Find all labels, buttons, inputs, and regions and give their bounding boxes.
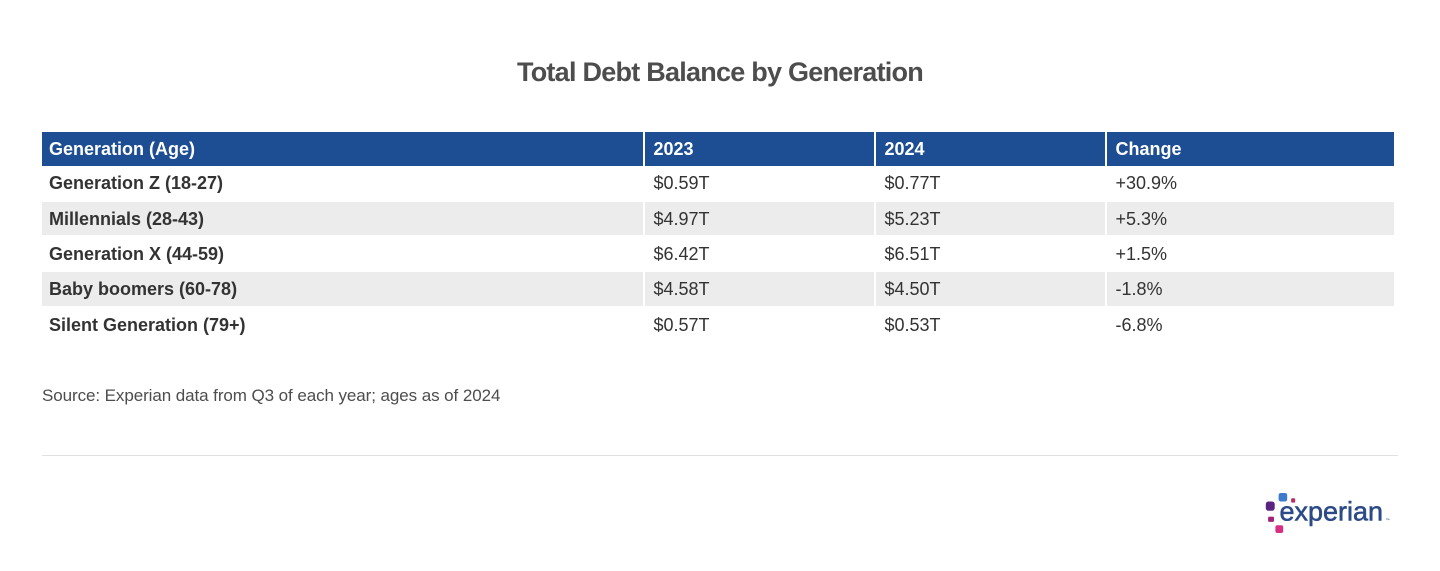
svg-text:™: ™ [1386,518,1390,523]
svg-text:experian: experian [1280,497,1384,527]
